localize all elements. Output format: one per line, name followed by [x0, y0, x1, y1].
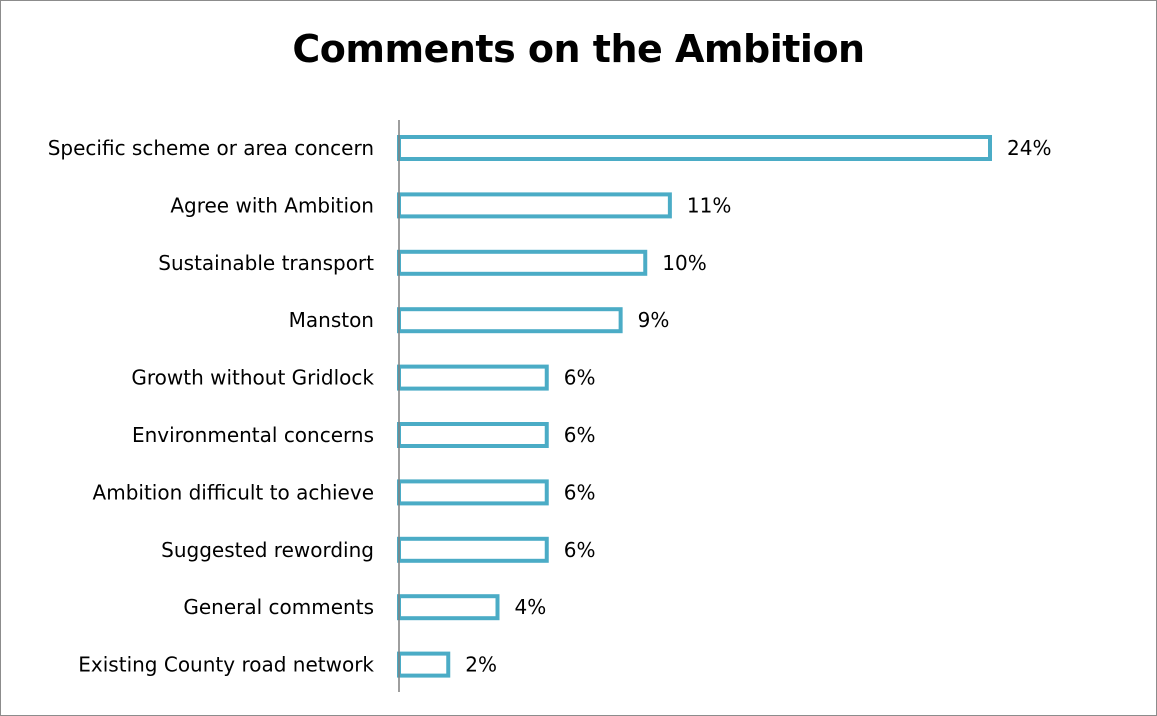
data-label: 2% — [465, 653, 497, 677]
category-label: Ambition difficult to achieve — [93, 480, 374, 504]
bar-9 — [397, 594, 500, 621]
data-label: 6% — [564, 423, 596, 447]
data-label: 9% — [638, 308, 670, 332]
category-label: Agree with Ambition — [170, 193, 374, 217]
data-label: 6% — [564, 480, 596, 504]
data-label: 24% — [1007, 136, 1051, 160]
category-label: Manston — [289, 308, 374, 332]
category-label: Growth without Gridlock — [131, 366, 374, 390]
data-label: 6% — [564, 538, 596, 562]
category-label: Existing County road network — [78, 653, 374, 677]
category-label: Specific scheme or area concern — [48, 136, 374, 160]
data-label: 4% — [515, 595, 547, 619]
data-label: 6% — [564, 366, 596, 390]
bar-8 — [397, 536, 549, 563]
bar-10 — [397, 651, 451, 678]
bar-6 — [397, 422, 549, 448]
chart-title: Comments on the Ambition — [292, 27, 865, 71]
category-label: Sustainable transport — [158, 251, 374, 275]
bar-3 — [397, 249, 648, 276]
category-label: General comments — [183, 595, 374, 619]
category-label: Suggested rewording — [161, 538, 374, 562]
bar-4 — [397, 307, 623, 334]
data-label: 11% — [687, 193, 731, 217]
bars-layer — [397, 135, 992, 678]
category-label: Environmental concerns — [132, 423, 374, 447]
bar-2 — [397, 192, 672, 219]
bar-1 — [397, 135, 992, 161]
bar-7 — [397, 479, 549, 506]
bar-5 — [397, 364, 549, 391]
labels-layer: Specific scheme or area concern 24% Agree … — [48, 136, 1052, 677]
data-label: 10% — [662, 251, 706, 275]
